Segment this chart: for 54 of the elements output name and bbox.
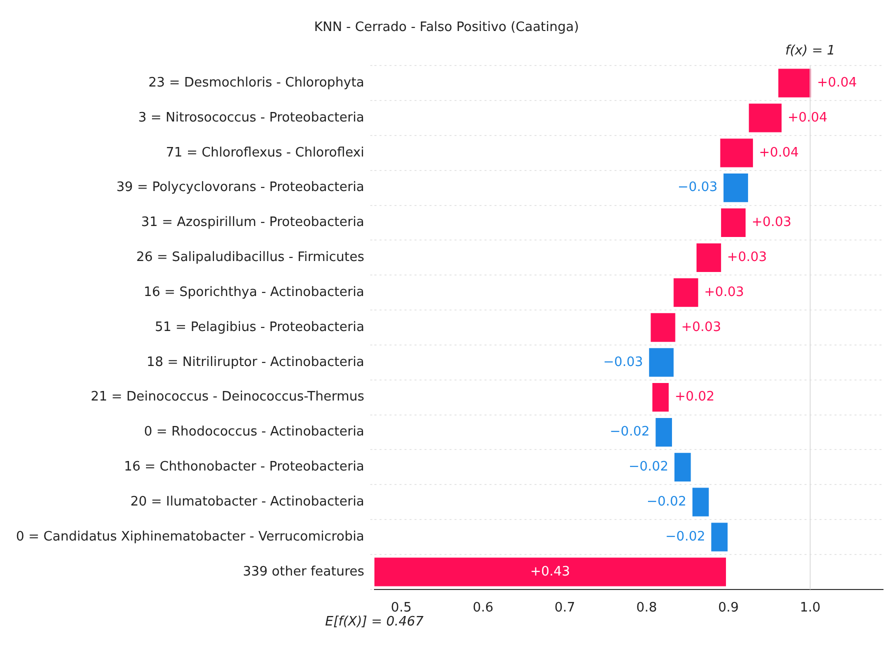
data-label: +0.04 (758, 145, 799, 160)
bar (656, 418, 672, 447)
y-tick-label: 16 = Chthonobacter - Proteobacteria (124, 460, 364, 475)
data-label: +0.43 (530, 564, 570, 580)
y-tick-label: 21 = Deinococcus - Deinococcus-Thermus (90, 390, 364, 405)
y-tick-label: 0 = Rhodococcus - Actinobacteria (144, 424, 364, 440)
y-tick-label: 339 other features (242, 564, 365, 580)
x-tick-label: 1.0 (800, 600, 821, 616)
bar (692, 488, 709, 516)
data-label: +0.03 (727, 250, 767, 266)
data-label: +0.03 (752, 215, 792, 230)
bar (724, 174, 748, 202)
data-label: −0.02 (665, 529, 706, 544)
bar (650, 313, 676, 342)
text: E[f(X)] = 0.467 (325, 614, 424, 630)
y-tick-label: 0 = Candidatus Xiphinematobacter - Verrucomicrobia (16, 529, 364, 544)
y-tick-label: 51 = Pelagibius - Proteobacteria (154, 320, 364, 335)
y-tick-label: 31 = Azospirillum - Proteobacteria (141, 215, 364, 230)
y-tick-label: 23 = Desmochloris - Chlorophyta (148, 75, 364, 90)
data-label: +0.04 (817, 75, 857, 90)
bar (652, 383, 669, 412)
data-label: −0.02 (610, 424, 650, 440)
bar (748, 104, 782, 132)
y-tick-label: 18 = Nitriliruptor - Actinobacteria (146, 354, 364, 370)
x-tick-label: 0.8 (636, 600, 657, 616)
bar (649, 348, 674, 377)
data-label: +0.03 (704, 284, 744, 300)
bar (721, 208, 746, 238)
y-tick-label: 39 = Polycyclovorans - Proteobacteria (116, 180, 364, 196)
data-label: +0.03 (681, 320, 722, 335)
y-tick-label: 3 = Nitrosococcus - Proteobacteria (138, 110, 364, 126)
bar (720, 138, 753, 168)
x-tick-label: 0.6 (472, 600, 494, 616)
bar (778, 68, 812, 98)
x-tick-label: 0.7 (554, 600, 576, 616)
bar (674, 452, 691, 482)
data-label: −0.02 (646, 494, 686, 510)
data-label: −0.02 (628, 460, 668, 475)
data-label: −0.03 (603, 354, 644, 370)
data-label: +0.02 (674, 390, 715, 405)
bar (674, 278, 698, 307)
bar (696, 243, 722, 272)
x-tick-label: 0.9 (718, 600, 739, 616)
y-tick-label: 26 = Salipaludibacillus - Firmicutes (136, 250, 364, 266)
bar (374, 558, 726, 586)
data-label: +0.04 (788, 110, 828, 126)
x-tick-label: 0.5 (390, 600, 412, 616)
chart-title: KNN - Cerrado - Falso Positivo (Caatinga) (314, 20, 579, 36)
y-tick-label: 16 = Sporichthya - Actinobacteria (144, 284, 364, 300)
y-tick-label: 20 = Ilumatobacter - Actinobacteria (130, 494, 364, 510)
text: f(x) = 1 (785, 43, 836, 58)
y-tick-label: 71 = Chloroflexus - Chloroflexi (166, 145, 364, 160)
data-label: −0.03 (678, 180, 718, 196)
bar (711, 522, 728, 552)
